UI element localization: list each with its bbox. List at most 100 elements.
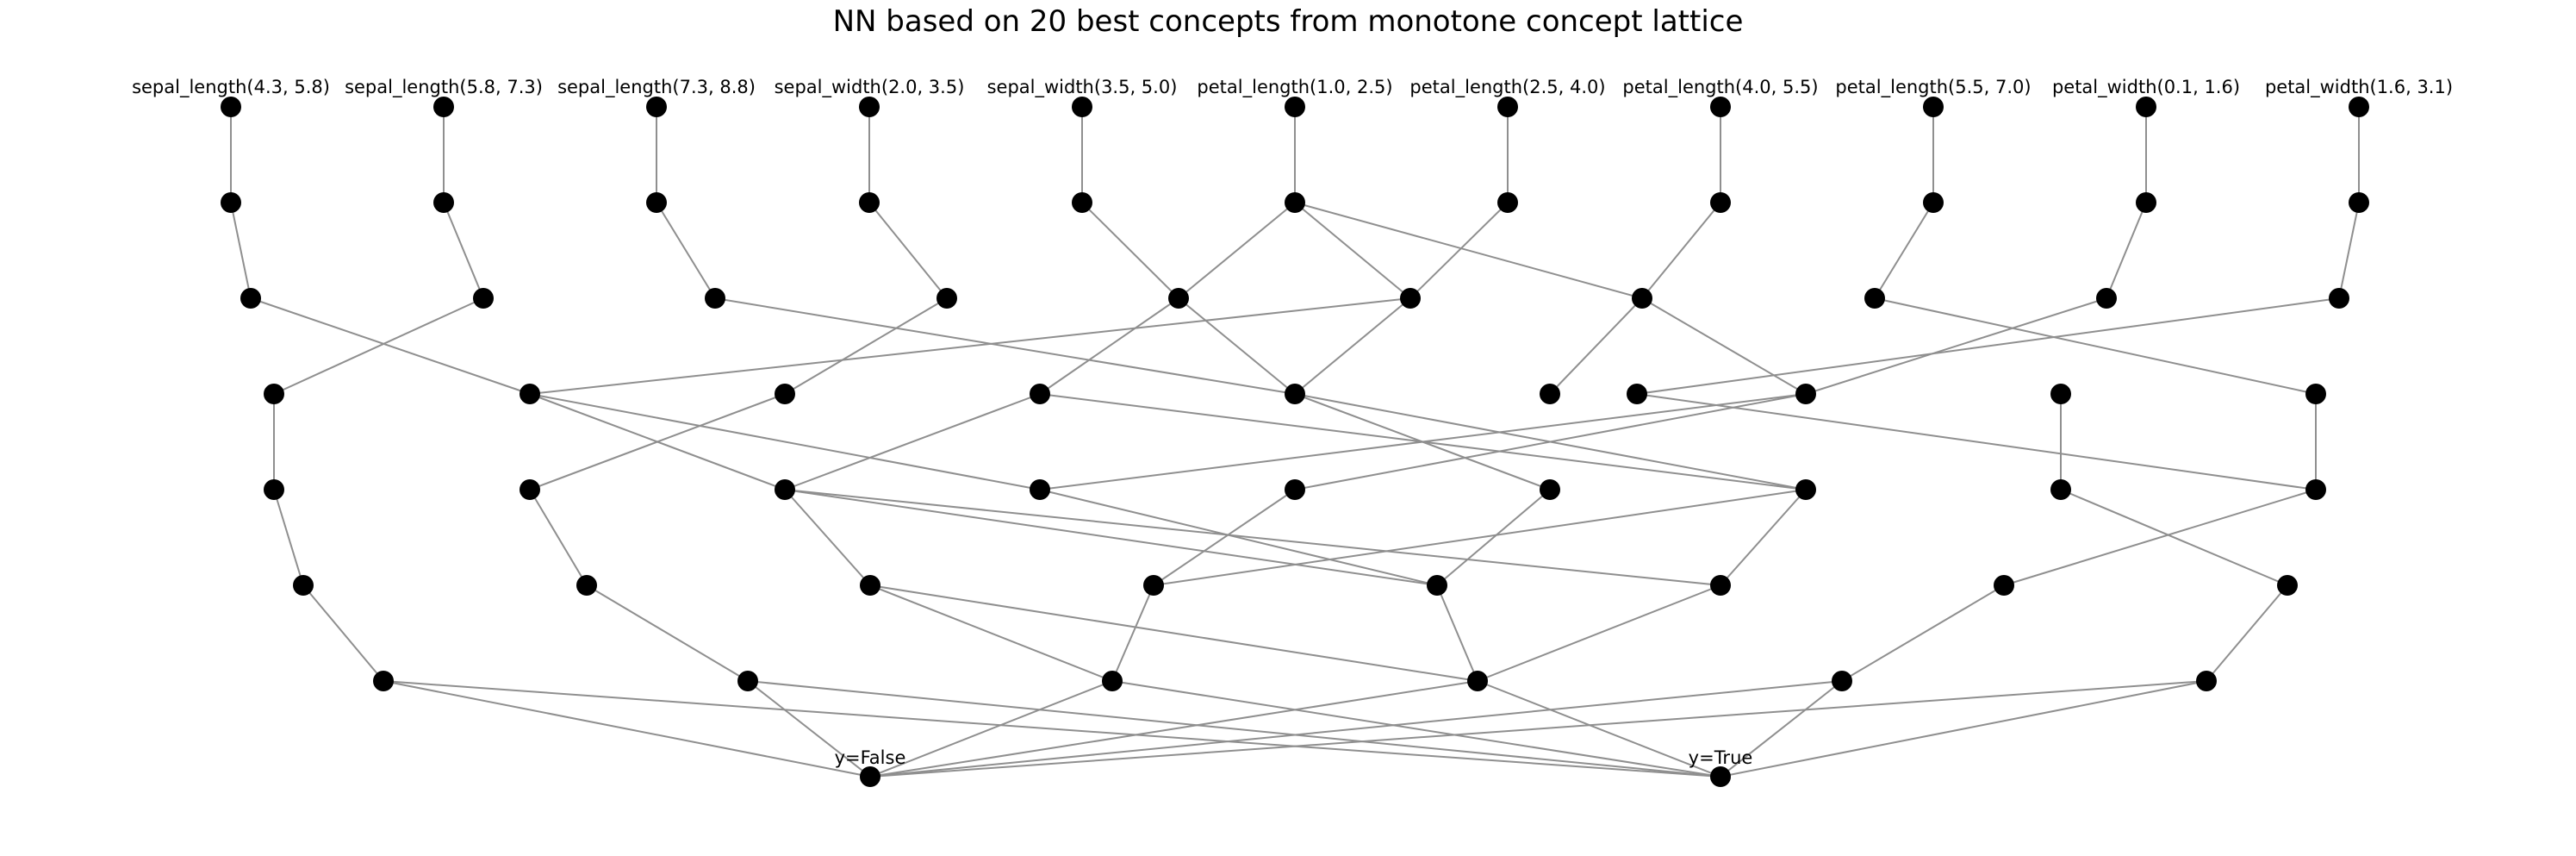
edge xyxy=(869,584,1478,682)
edge xyxy=(784,489,1721,586)
hidden-node xyxy=(1795,384,1816,404)
hidden-node xyxy=(1072,192,1092,213)
hidden-node xyxy=(433,192,454,213)
edge xyxy=(1178,297,1296,395)
output-node xyxy=(860,766,880,787)
edge xyxy=(250,297,531,395)
hidden-node xyxy=(1102,671,1123,691)
edge xyxy=(1720,680,1843,778)
edge xyxy=(1841,584,2005,682)
hidden-node xyxy=(264,479,284,500)
edge xyxy=(869,680,2207,778)
edge xyxy=(273,489,304,586)
edge xyxy=(2206,584,2288,682)
edge xyxy=(869,584,1113,682)
output-node xyxy=(1710,766,1731,787)
hidden-node xyxy=(576,575,597,596)
hidden-node xyxy=(1168,288,1189,309)
input-node xyxy=(433,97,454,117)
edge xyxy=(656,202,716,299)
hidden-node xyxy=(1994,575,2014,596)
input-label: petal_length(2.5, 4.0) xyxy=(1409,77,1605,98)
hidden-node xyxy=(2329,288,2349,309)
edge xyxy=(1111,680,1721,778)
edge xyxy=(1636,393,2317,490)
edge xyxy=(2060,489,2288,586)
edge xyxy=(529,393,1041,490)
edge xyxy=(1153,489,1807,586)
input-node xyxy=(1497,97,1518,117)
edge xyxy=(1436,584,1478,682)
hidden-node xyxy=(520,479,540,500)
output-label: y=True xyxy=(1689,747,1753,768)
edge xyxy=(1549,297,1643,395)
input-node xyxy=(1923,97,1944,117)
hidden-node xyxy=(2096,288,2117,309)
edge xyxy=(302,584,384,682)
input-label: sepal_width(3.5, 5.0) xyxy=(987,77,1178,98)
edge xyxy=(1636,297,2340,395)
edge xyxy=(784,489,871,586)
labels-layer: sepal_length(4.3, 5.8) sepal_length(5.8, … xyxy=(132,77,2453,768)
edge xyxy=(273,297,484,395)
hidden-node xyxy=(1143,575,1164,596)
input-node xyxy=(221,97,241,117)
hidden-node xyxy=(705,288,725,309)
hidden-node xyxy=(1632,288,1652,309)
edge xyxy=(1477,584,1721,682)
edge xyxy=(383,680,871,778)
edge xyxy=(443,202,484,299)
hidden-node xyxy=(2136,192,2156,213)
input-label: sepal_length(5.8, 7.3) xyxy=(345,77,543,98)
edge xyxy=(784,393,1041,490)
edge xyxy=(1294,393,1807,490)
hidden-node xyxy=(859,192,880,213)
hidden-node xyxy=(2305,479,2326,500)
input-node xyxy=(2349,97,2369,117)
edge xyxy=(784,297,948,395)
hidden-node xyxy=(520,384,540,404)
hidden-node xyxy=(1285,479,1305,500)
hidden-node xyxy=(1467,671,1488,691)
hidden-node xyxy=(1627,384,1647,404)
edge xyxy=(868,202,948,299)
hidden-node xyxy=(1285,192,1305,213)
hidden-node xyxy=(2050,384,2071,404)
edge xyxy=(1039,297,1179,395)
edge xyxy=(869,680,1843,778)
hidden-node xyxy=(775,479,795,500)
edge xyxy=(2003,489,2317,586)
edge xyxy=(714,297,1296,395)
edge xyxy=(1153,489,1296,586)
edge xyxy=(1178,202,1296,299)
hidden-node xyxy=(221,192,241,213)
hidden-node xyxy=(1540,384,1560,404)
edge xyxy=(1805,297,2107,395)
input-label: petal_width(0.1, 1.6) xyxy=(2052,77,2240,98)
edge xyxy=(1111,584,1154,682)
hidden-node xyxy=(1285,384,1305,404)
edge xyxy=(747,680,871,778)
hidden-node xyxy=(1030,479,1050,500)
edge xyxy=(529,297,1411,395)
edges-layer xyxy=(230,107,2360,778)
hidden-node xyxy=(1497,192,1518,213)
input-node xyxy=(859,97,880,117)
hidden-node xyxy=(240,288,261,309)
input-node xyxy=(646,97,667,117)
hidden-node xyxy=(2277,575,2298,596)
edge xyxy=(784,489,1438,586)
input-node xyxy=(1285,97,1305,117)
input-node xyxy=(2136,97,2156,117)
edge xyxy=(869,680,1478,778)
edge xyxy=(1081,202,1179,299)
edge xyxy=(230,202,252,299)
input-label: petal_length(1.0, 2.5) xyxy=(1197,77,1392,98)
output-label: y=False xyxy=(835,747,906,768)
input-label: sepal_length(7.3, 8.8) xyxy=(557,77,756,98)
edge xyxy=(1641,297,1807,395)
hidden-node xyxy=(1832,671,1852,691)
edge xyxy=(869,680,1113,778)
edge xyxy=(383,680,1721,778)
